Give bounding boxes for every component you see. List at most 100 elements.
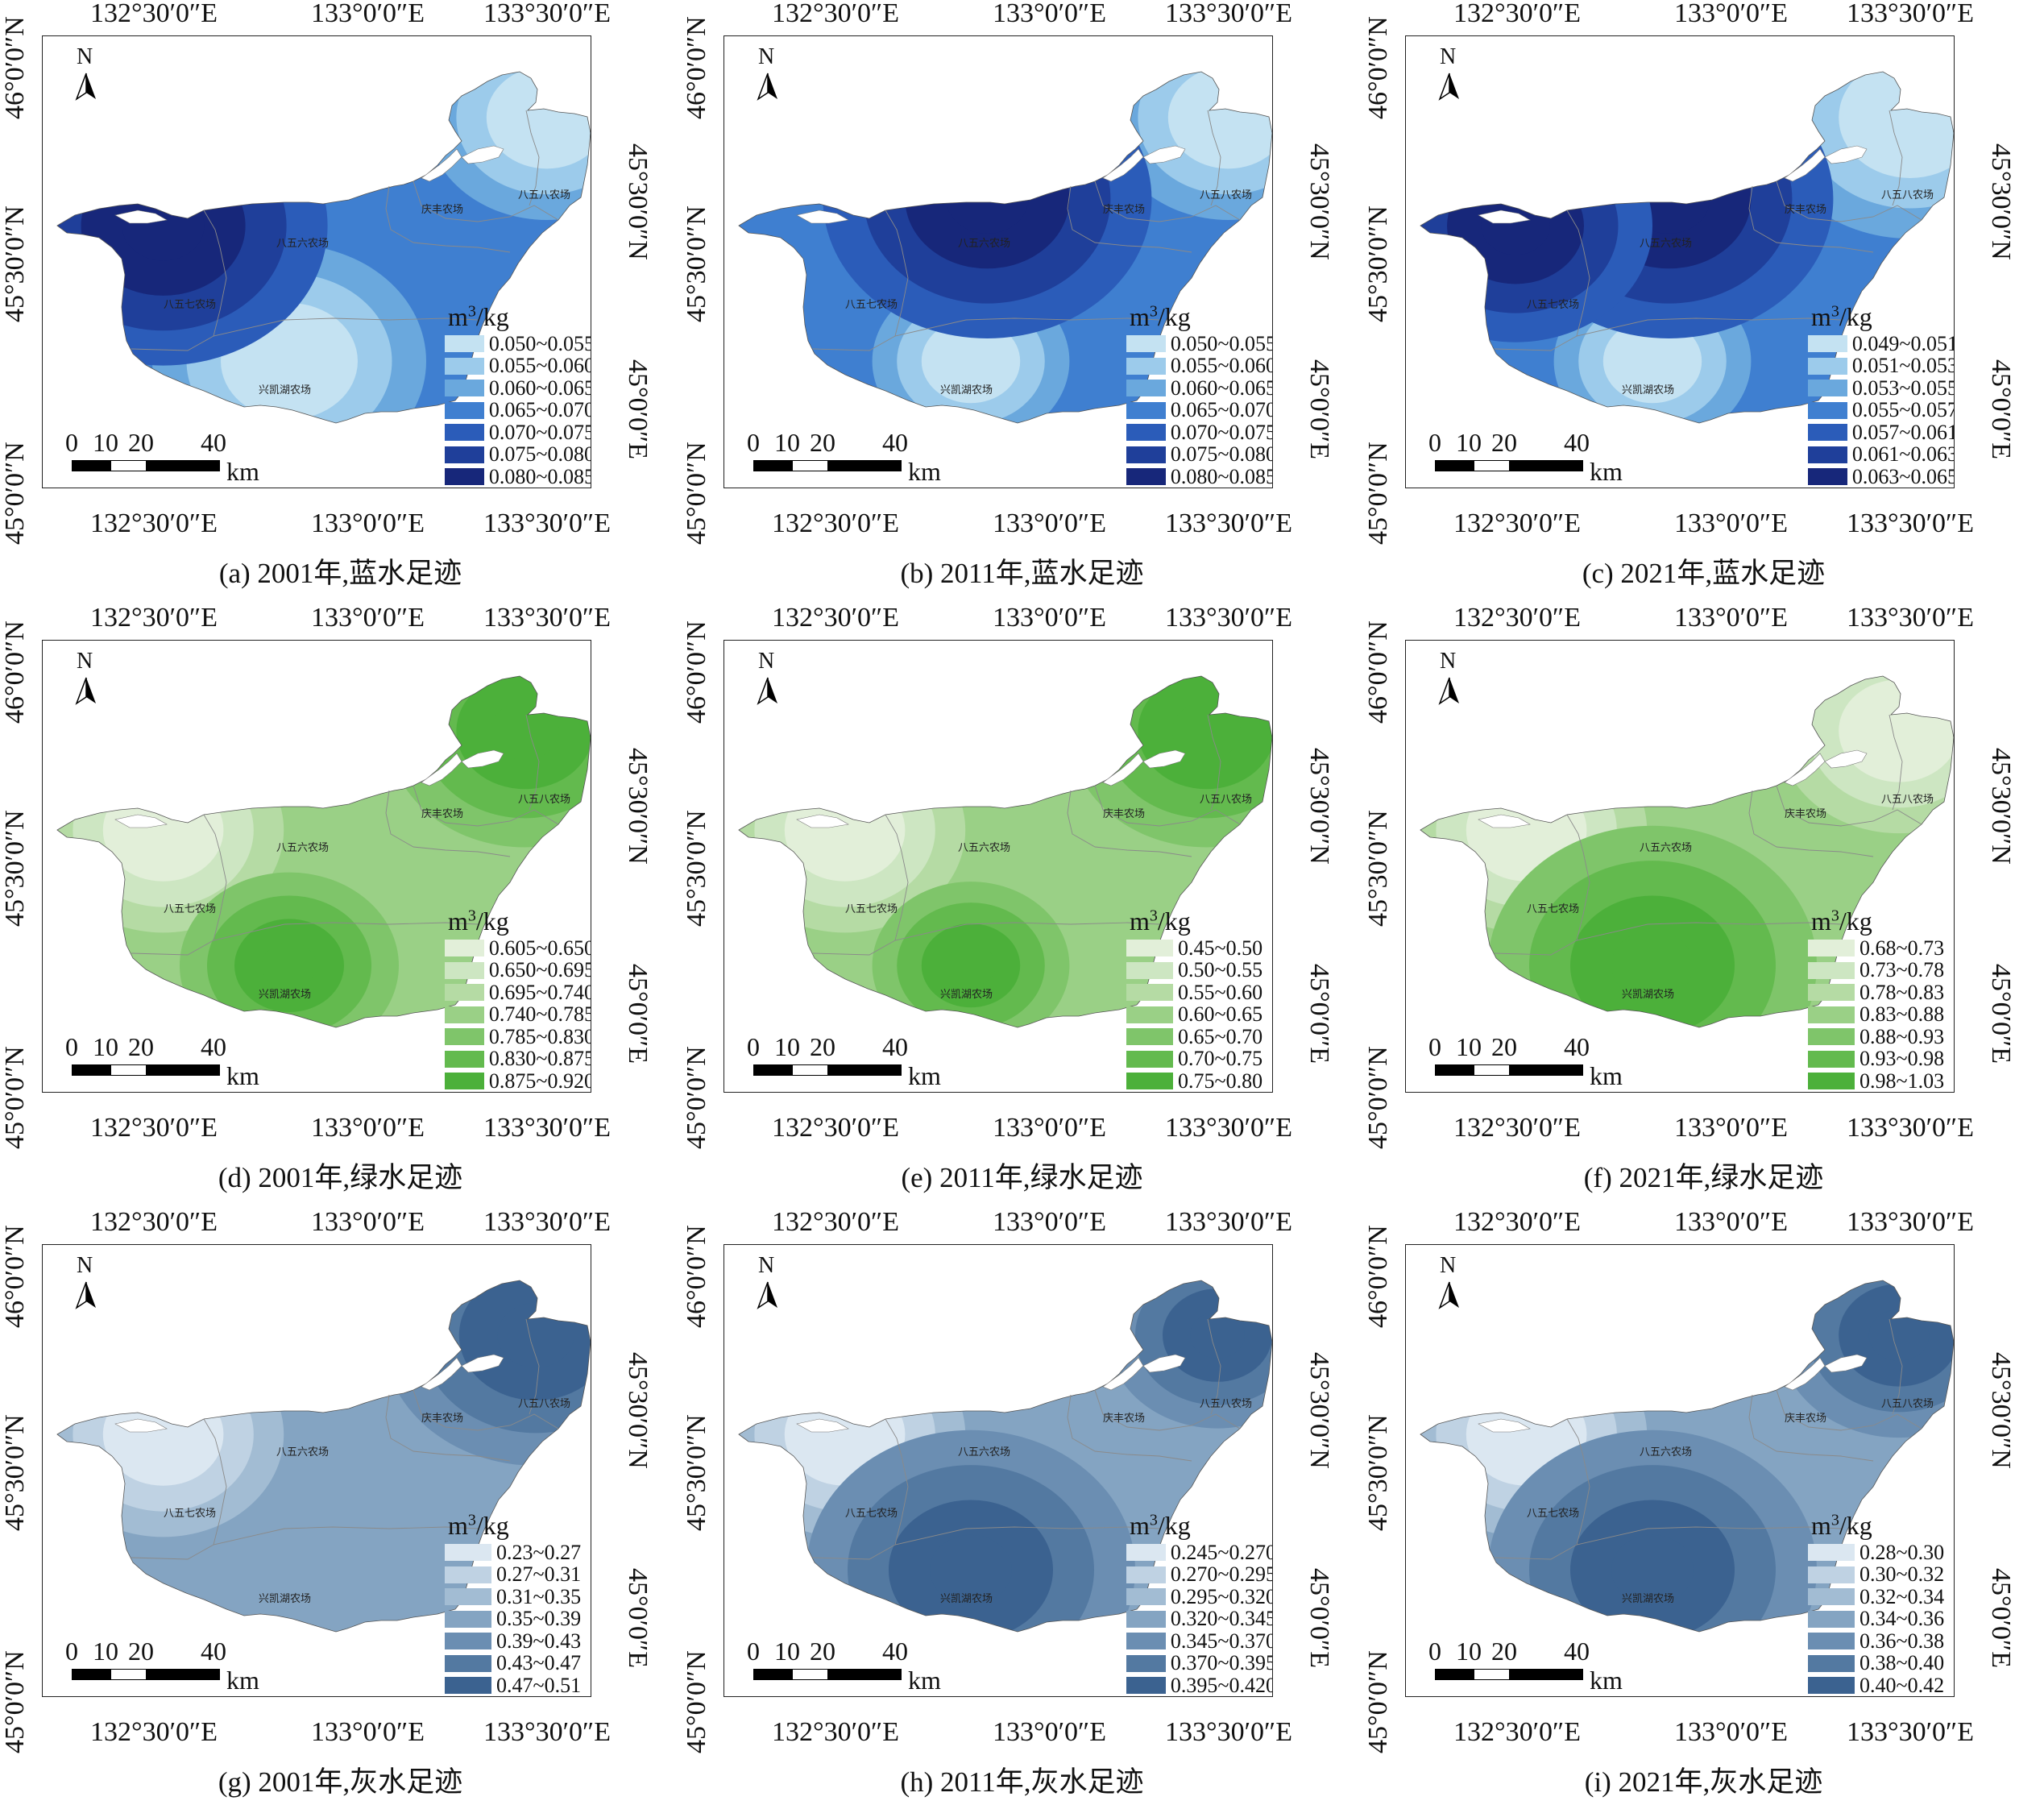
legend-swatch <box>1808 1050 1855 1068</box>
legend-unit: m3/kg <box>448 1511 509 1540</box>
top-lon-label-left: 132°30′0″E <box>772 603 899 633</box>
lake-shape <box>1142 1354 1186 1373</box>
legend-range-label: 0.080~0.085 <box>488 464 591 488</box>
panel-caption: (d) 2001年,绿水足迹 <box>218 1162 463 1193</box>
scale-tick-label: 10 <box>774 428 800 457</box>
legend-item: 0.38~0.40 <box>1805 1651 1954 1674</box>
farm-boundary <box>1748 1394 1874 1462</box>
legend-swatch <box>1126 424 1166 442</box>
legend-item: 0.36~0.38 <box>1805 1629 1954 1653</box>
farm-boundary <box>885 1418 909 1546</box>
legend-item: 0.075~0.080 <box>442 442 591 466</box>
panel-caption: (a) 2001年,蓝水足迹 <box>218 558 462 589</box>
legend-swatch <box>1808 1633 1855 1650</box>
farm-boundary <box>203 1418 227 1546</box>
farm-boundary <box>1776 1389 1922 1431</box>
right-lon-label-vertical: 45°0′0″E <box>1304 964 1334 1064</box>
legend-item: 0.70~0.75 <box>1123 1047 1272 1071</box>
legend-item: 0.32~0.34 <box>1805 1585 1954 1608</box>
study-area-outline <box>56 71 591 424</box>
legend-item: 0.065~0.070 <box>1123 398 1272 421</box>
legend-range-label: 0.060~0.065 <box>1170 376 1273 400</box>
legend-unit: m3/kg <box>1130 302 1191 331</box>
legend-swatch <box>1126 1654 1166 1672</box>
left-lat-label-bottom: 45°0′0″N <box>1363 1650 1393 1753</box>
footprint-map <box>56 1280 591 1633</box>
legend-range-label: 0.063~0.065 <box>1851 464 1955 488</box>
north-label: N <box>77 44 93 69</box>
legend-swatch <box>445 1677 491 1695</box>
scale-segment <box>753 460 794 471</box>
bottom-lon-label-right: 133°30′0″E <box>483 1717 611 1747</box>
scale-tick-label: 20 <box>810 1637 835 1666</box>
legend-range-label: 0.270~0.295 <box>1170 1562 1273 1587</box>
top-lon-label-mid: 133°0′0″E <box>993 603 1106 633</box>
legend-item: 0.28~0.30 <box>1805 1541 1954 1564</box>
left-lat-label-mid: 45°30′0″N <box>682 810 711 927</box>
legend-range-label: 0.73~0.78 <box>1860 958 1945 982</box>
farm-label-qingfeng: 庆丰农场 <box>1103 808 1146 820</box>
right-lon-label-vertical: 45°0′0″E <box>1986 1568 2016 1668</box>
map-panel-h: 132°30′0″E 133°0′0″E 133°30′0″E 132°30′0″E 1… <box>682 1209 1362 1805</box>
right-lat-label-mid: 45°30′0″N <box>1986 143 2016 260</box>
map-panel-e: 132°30′0″E 133°0′0″E 133°30′0″E 132°30′0″E 1… <box>682 604 1362 1201</box>
legend-swatch <box>1808 961 1855 979</box>
scale-segment <box>1509 460 1583 471</box>
legend-item: 0.063~0.065 <box>1805 464 1955 488</box>
hot-zone-ring <box>946 944 996 987</box>
map-panel-f: 132°30′0″E 133°0′0″E 133°30′0″E 132°30′0″E 1… <box>1363 604 2044 1201</box>
top-lon-label-right: 133°30′0″E <box>1165 0 1292 28</box>
legend-item: 0.55~0.60 <box>1123 981 1272 1004</box>
map-panel-c: 132°30′0″E 133°0′0″E 133°30′0″E 132°30′0″E 1… <box>1363 0 2044 596</box>
map-frame: 八五八农场 八五六农场 八五七农场 庆丰农场 兴凯湖农场 N 0 10 20 40 km m3/kg 0… <box>42 35 591 488</box>
scale-tick-label: 10 <box>1456 1032 1482 1061</box>
right-lon-label-vertical: 45°0′0″E <box>623 1568 653 1668</box>
left-lat-label-top: 46°0′0″N <box>682 620 711 724</box>
scale-segment <box>792 1064 829 1076</box>
farm-label-f856: 八五六农场 <box>1640 1446 1693 1459</box>
legend-item: 0.50~0.55 <box>1123 958 1272 981</box>
cold-zone-ring <box>1868 705 1930 757</box>
map-frame: 八五八农场 八五六农场 八五七农场 庆丰农场 兴凯湖农场 N 0 10 20 40 km m3/kg 0… <box>1405 1244 1955 1697</box>
farm-boundary <box>1889 1318 1903 1415</box>
bottom-lon-label-left: 132°30′0″E <box>1453 508 1581 538</box>
scale-segment <box>1474 1669 1511 1680</box>
farm-boundary <box>1748 185 1874 253</box>
legend-swatch <box>1126 401 1166 419</box>
scale-tick-label: 40 <box>201 1637 226 1666</box>
legend-item: 0.345~0.370 <box>1123 1629 1272 1653</box>
farm-label-f856: 八五六农场 <box>1640 842 1693 854</box>
scale-unit: km <box>226 457 259 486</box>
legend-unit: m3/kg <box>1811 1511 1872 1540</box>
legend-swatch <box>1126 1006 1173 1023</box>
hot-zone-ring <box>1190 1312 1245 1359</box>
scale-tick-label: 0 <box>747 1637 760 1666</box>
left-lat-label-mid: 45°30′0″N <box>1363 810 1393 927</box>
footprint-map <box>56 675 591 1028</box>
top-lon-label-left: 132°30′0″E <box>90 603 218 633</box>
left-lat-label-mid: 45°30′0″N <box>682 1414 711 1531</box>
legend-item: 0.080~0.085 <box>1123 465 1272 488</box>
left-lat-label-mid: 45°30′0″N <box>0 1414 30 1531</box>
scale-unit: km <box>908 1061 941 1090</box>
legend: m3/kg 0.050~0.055 0.055~0.060 0.060~0.065 0.… <box>442 302 591 488</box>
legend-item: 0.73~0.78 <box>1805 958 1954 982</box>
lake-shape <box>114 814 168 828</box>
scale-tick-label: 0 <box>1428 1032 1441 1061</box>
scale-segment <box>1474 1064 1511 1076</box>
legend-swatch <box>1808 446 1847 463</box>
map-frame: 八五八农场 八五六农场 八五七农场 庆丰农场 兴凯湖农场 N 0 10 20 40 km m3/kg 0… <box>723 640 1273 1093</box>
farm-label-qingfeng: 庆丰农场 <box>1785 204 1827 216</box>
legend-range-label: 0.39~0.43 <box>496 1629 582 1653</box>
bottom-lon-label-right: 133°30′0″E <box>1847 508 1974 538</box>
top-lon-label-mid: 133°0′0″E <box>311 1207 425 1237</box>
farm-boundary <box>812 922 1160 956</box>
legend-range-label: 0.053~0.055 <box>1851 376 1955 400</box>
legend-range-label: 0.875~0.920 <box>488 1068 591 1093</box>
legend-swatch <box>1126 1566 1166 1583</box>
legend-item: 0.650~0.695 <box>442 958 591 981</box>
legend-unit: m3/kg <box>1811 907 1872 936</box>
legend-range-label: 0.43~0.47 <box>496 1651 582 1675</box>
legend-range-label: 0.70~0.75 <box>1178 1047 1263 1071</box>
top-lon-label-right: 133°30′0″E <box>483 1207 611 1237</box>
